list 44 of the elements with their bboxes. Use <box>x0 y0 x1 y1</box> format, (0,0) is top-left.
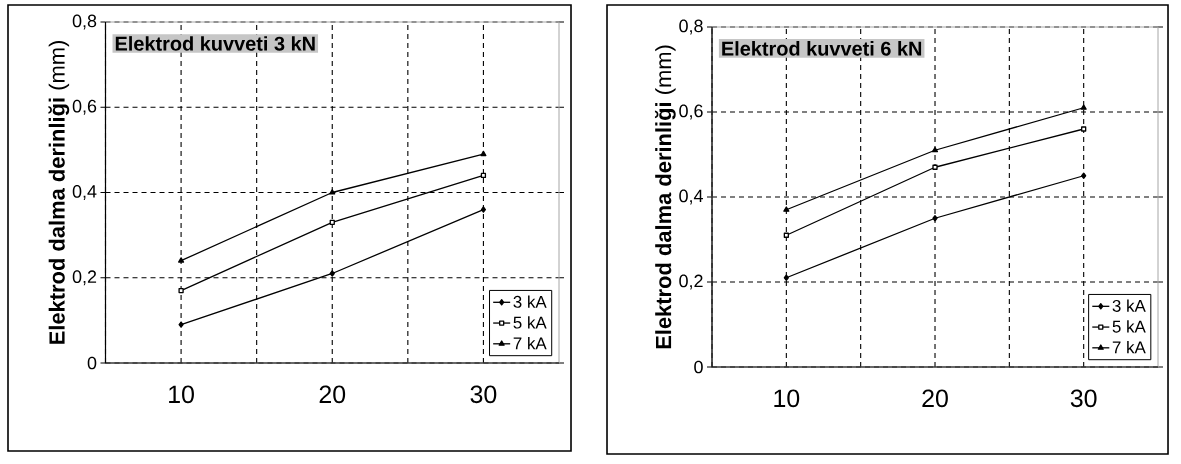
point <box>931 146 939 153</box>
x-tick-label: 30 <box>470 385 497 404</box>
point <box>178 257 185 263</box>
x-tick-label: 20 <box>319 385 346 404</box>
point <box>783 206 790 212</box>
y-tick-label: 0,2 <box>679 274 703 290</box>
y-tick-label: 0,4 <box>72 185 97 200</box>
y-axis-title: Elektrod dalma derinliği (mm) <box>654 45 676 349</box>
legend-label: 7 kA <box>1112 340 1146 354</box>
x-tick-label: 10 <box>169 385 194 404</box>
legend-label: 5 kA <box>1112 320 1146 333</box>
x-tick-label: 20 <box>922 389 948 408</box>
x-tick-label: 30 <box>1070 389 1097 408</box>
point <box>480 150 487 157</box>
point <box>480 206 487 213</box>
y-tick-label: 0,2 <box>72 270 97 286</box>
legend-label: 5 kA <box>513 316 547 329</box>
x-tick-label: 10 <box>774 389 800 408</box>
legend-label: 3 kA <box>513 295 547 308</box>
point <box>1081 126 1087 132</box>
point <box>480 172 487 179</box>
point <box>329 219 335 225</box>
text: Elektrod kuvveti 3 kN <box>115 36 315 51</box>
point <box>329 189 336 195</box>
legend-label: 3 kA <box>1112 299 1146 312</box>
y-tick-label: 0,8 <box>679 19 703 35</box>
y-tick-label: 0 <box>694 360 703 374</box>
point <box>329 270 335 277</box>
point <box>783 232 789 238</box>
point <box>178 287 184 294</box>
y-tick-label: 0,8 <box>72 14 97 30</box>
y-tick-label: 0,6 <box>679 104 703 120</box>
point <box>1081 172 1087 179</box>
y-tick-label: 0,6 <box>72 99 97 115</box>
legend-label: 7 kA <box>513 336 547 350</box>
point <box>178 321 184 328</box>
point <box>932 164 938 170</box>
point <box>783 274 789 281</box>
point <box>1080 104 1087 110</box>
point <box>932 215 938 222</box>
text: Elektrod kuvveti 6 kN <box>722 41 922 56</box>
y-tick-label: 0 <box>87 356 97 370</box>
y-tick-label: 0,4 <box>679 189 703 205</box>
y-axis-title: Elektrod dalma derinliği (mm) <box>48 41 70 344</box>
